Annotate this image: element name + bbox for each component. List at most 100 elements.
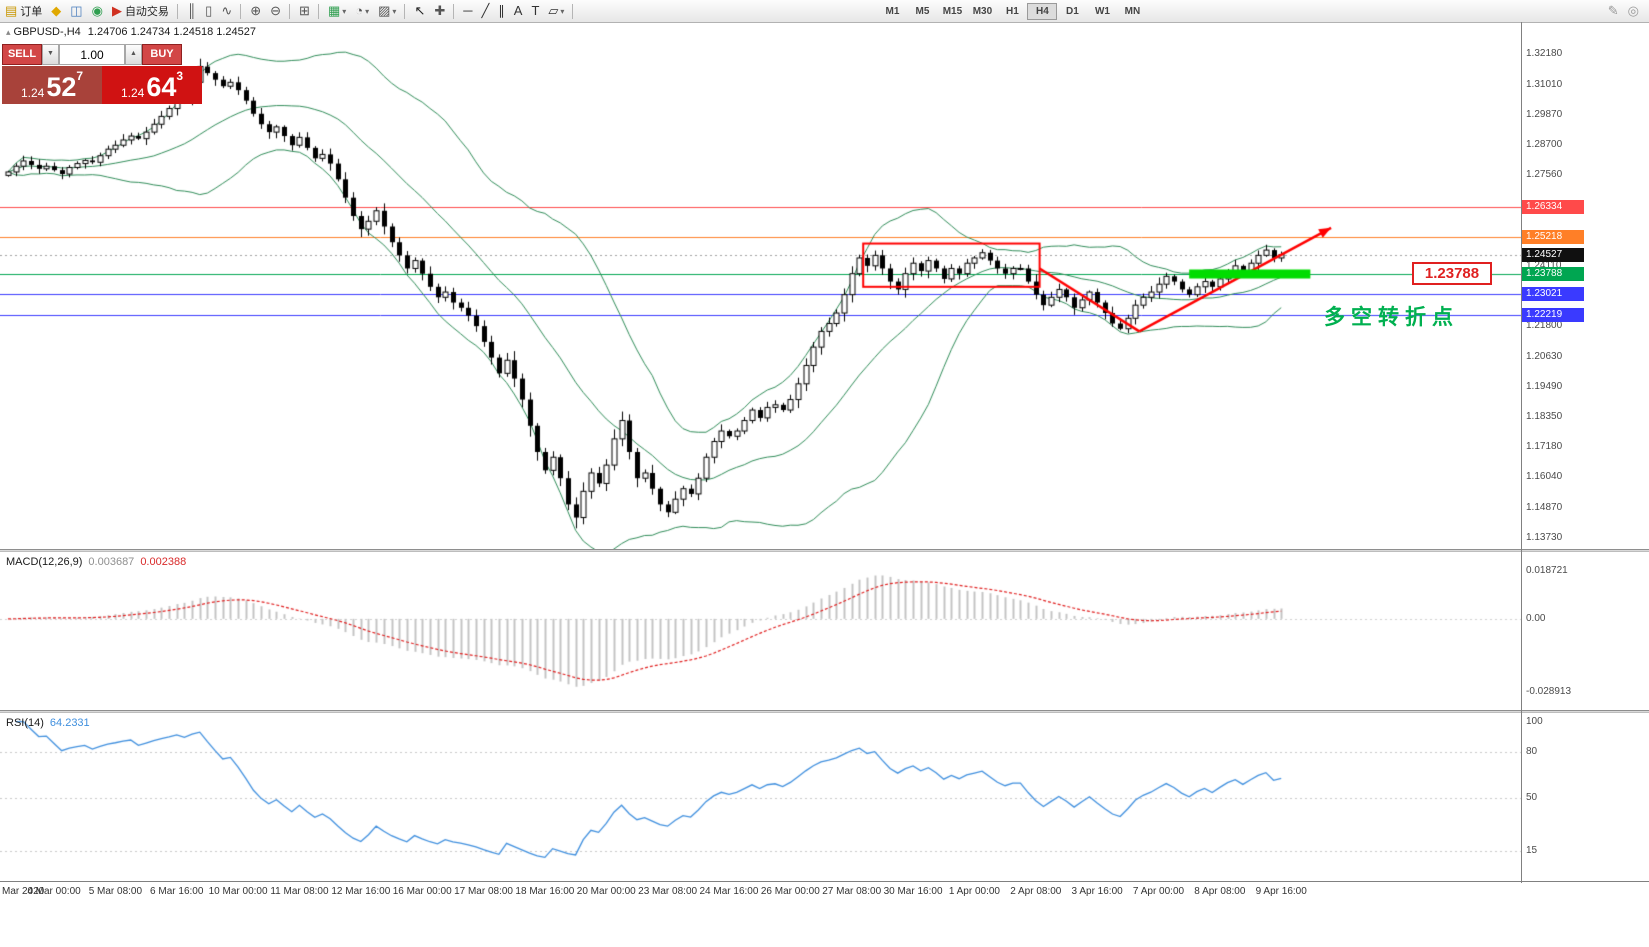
time-axis-label: 18 Mar 16:00 bbox=[515, 886, 575, 897]
zoom-in-icon: ⊕ bbox=[250, 3, 262, 18]
buy-button[interactable]: BUY bbox=[142, 44, 182, 65]
dropdown-arrow-icon[interactable]: ▾ bbox=[392, 6, 397, 16]
tile-windows-icon[interactable]: ⊞ bbox=[295, 1, 314, 21]
text-box-icon[interactable]: T bbox=[527, 1, 543, 21]
zoom-out-icon[interactable]: ⊖ bbox=[266, 1, 285, 21]
price-axis-label: 1.21800 bbox=[1526, 320, 1563, 332]
timeframe-d1[interactable]: D1 bbox=[1066, 5, 1079, 17]
price-axis[interactable]: 1.321801.310101.298701.287001.275601.264… bbox=[1522, 22, 1649, 883]
rsi-pane-canvas[interactable] bbox=[0, 714, 1522, 881]
buy-price-point: 3 bbox=[176, 69, 184, 83]
level-price-badge: 1.22219 bbox=[1522, 308, 1584, 323]
timeframe-m15[interactable]: M15 bbox=[942, 5, 963, 17]
time-axis-label: 27 Mar 08:00 bbox=[822, 886, 882, 897]
time-axis-label: Mar 2020 bbox=[2, 886, 45, 897]
bar-chart-icon: ║ bbox=[186, 3, 197, 18]
zoom-out-icon: ⊖ bbox=[270, 3, 282, 18]
turning-point-note[interactable]: 多空转折点 bbox=[1324, 306, 1459, 329]
templates-icon: ▨ bbox=[378, 3, 391, 18]
rsi-axis-label: 100 bbox=[1526, 715, 1543, 727]
tile-windows-icon: ⊞ bbox=[299, 3, 310, 18]
sell-price-point: 7 bbox=[76, 69, 84, 83]
timeframe-h4[interactable]: H4 bbox=[1027, 2, 1058, 20]
chart-symbol-label: ▴ GBPUSD-,H4 1.24706 1.24734 1.24518 1.245… bbox=[6, 26, 256, 38]
main-chart-canvas[interactable] bbox=[0, 22, 1522, 549]
pane-splitter[interactable] bbox=[0, 710, 1649, 713]
price-callout[interactable]: 1.23788 bbox=[1412, 262, 1492, 285]
volume-decrease-button[interactable]: ▼ bbox=[42, 44, 59, 65]
dropdown-arrow-icon[interactable]: ▾ bbox=[342, 6, 347, 16]
sell-button[interactable]: SELL bbox=[2, 44, 42, 65]
price-axis-label: 1.27560 bbox=[1526, 169, 1563, 181]
timeframe-w1[interactable]: W1 bbox=[1094, 5, 1110, 17]
horizontal-line-icon[interactable]: ─ bbox=[459, 1, 476, 21]
trendline-icon[interactable]: ╱ bbox=[477, 1, 493, 21]
time-axis-label: 12 Mar 16:00 bbox=[331, 886, 391, 897]
time-axis-label: 30 Mar 16:00 bbox=[883, 886, 943, 897]
pane-splitter[interactable] bbox=[0, 549, 1649, 552]
line-chart-icon[interactable]: ∿ bbox=[217, 1, 236, 21]
charts-icon: ◆ bbox=[51, 3, 62, 18]
buy-price-panel[interactable]: 1.24 64 3 bbox=[102, 66, 202, 104]
autotrading-icon: ▶ bbox=[111, 3, 122, 18]
equidistant-channel-icon: ∥ bbox=[498, 3, 505, 18]
period-cycle-button[interactable]: ◔ ▾ bbox=[351, 1, 373, 21]
target-icon: ◎ bbox=[1627, 3, 1639, 18]
cursor-icon[interactable]: ↖ bbox=[410, 1, 429, 21]
timeframe-m1[interactable]: M1 bbox=[885, 5, 900, 17]
charts-icon[interactable]: ◆ bbox=[47, 1, 65, 21]
period-cycle-icon: ◔ bbox=[355, 3, 364, 18]
help-icon: ◉ bbox=[91, 3, 103, 18]
dropdown-arrow-icon[interactable]: ▾ bbox=[560, 6, 565, 16]
bar-chart-icon[interactable]: ║ bbox=[183, 1, 200, 21]
dropdown-arrow-icon[interactable]: ▾ bbox=[365, 6, 370, 16]
candlestick-chart-icon[interactable]: ▯ bbox=[201, 1, 216, 21]
rsi-label: RSI(14) 64.2331 bbox=[6, 717, 90, 729]
macd-value: 0.003687 bbox=[88, 556, 135, 568]
templates-button[interactable]: ▨ ▾ bbox=[374, 1, 400, 21]
shapes-button[interactable]: ▱ ▾ bbox=[544, 1, 568, 21]
new-chart-button[interactable]: ▦ ▾ bbox=[324, 1, 350, 21]
timeframe-h1[interactable]: H1 bbox=[1006, 5, 1019, 17]
zoom-in-icon[interactable]: ⊕ bbox=[246, 1, 265, 21]
price-axis-label: 1.13730 bbox=[1526, 531, 1563, 543]
new-order-button[interactable]: ▤ 订单 bbox=[1, 1, 46, 21]
rsi-axis-label: 80 bbox=[1526, 745, 1538, 757]
timeframe-m5[interactable]: M5 bbox=[915, 5, 930, 17]
volume-input[interactable] bbox=[59, 44, 125, 65]
trendline-icon: ╱ bbox=[481, 3, 490, 18]
help-icon[interactable]: ◉ bbox=[88, 1, 107, 21]
autotrading-button-label: 自动交易 bbox=[124, 6, 169, 18]
edit-icon[interactable]: ✎ bbox=[1604, 1, 1623, 21]
timeframe-mn[interactable]: MN bbox=[1124, 5, 1141, 17]
text-box-icon: T bbox=[531, 3, 540, 18]
volume-increase-button[interactable]: ▲ bbox=[125, 44, 142, 65]
time-axis[interactable]: Mar 2020 4 Mar 00:00 5 Mar 08:00 6 Mar 16:0… bbox=[0, 884, 1522, 900]
time-axis-label: 23 Mar 08:00 bbox=[638, 886, 698, 897]
macd-signal-value: 0.002388 bbox=[140, 556, 187, 568]
level-price-badge: 1.25218 bbox=[1522, 229, 1584, 244]
profiles-icon: ◫ bbox=[70, 3, 83, 18]
macd-name: MACD(12,26,9) bbox=[6, 556, 83, 568]
edit-icon: ✎ bbox=[1607, 3, 1619, 18]
autotrading-button[interactable]: ▶ 自动交易 bbox=[108, 1, 173, 21]
level-price-badge: 1.23788 bbox=[1522, 267, 1584, 282]
equidistant-channel-icon[interactable]: ∥ bbox=[494, 1, 509, 21]
sell-price-panel[interactable]: 1.24 52 7 bbox=[2, 66, 102, 104]
price-axis-label: 1.20630 bbox=[1526, 350, 1563, 362]
time-axis-label: 7 Apr 00:00 bbox=[1132, 886, 1185, 897]
timeframe-m30[interactable]: M30 bbox=[972, 5, 993, 17]
profiles-icon[interactable]: ◫ bbox=[66, 1, 86, 21]
horizontal-line-icon: ─ bbox=[463, 3, 473, 18]
time-axis-label: 17 Mar 08:00 bbox=[454, 886, 513, 897]
time-axis-label: 4 Mar 00:00 bbox=[27, 886, 81, 897]
line-chart-icon: ∿ bbox=[221, 3, 233, 18]
macd-axis-label: 0.00 bbox=[1526, 612, 1546, 624]
crosshair-icon[interactable]: ✚ bbox=[430, 1, 449, 21]
toolbar-separator bbox=[453, 3, 455, 19]
text-label-icon[interactable]: A bbox=[510, 1, 527, 21]
time-axis-label: 24 Mar 16:00 bbox=[699, 886, 759, 897]
target-icon[interactable]: ◎ bbox=[1624, 1, 1643, 21]
macd-pane-canvas[interactable] bbox=[0, 553, 1522, 710]
